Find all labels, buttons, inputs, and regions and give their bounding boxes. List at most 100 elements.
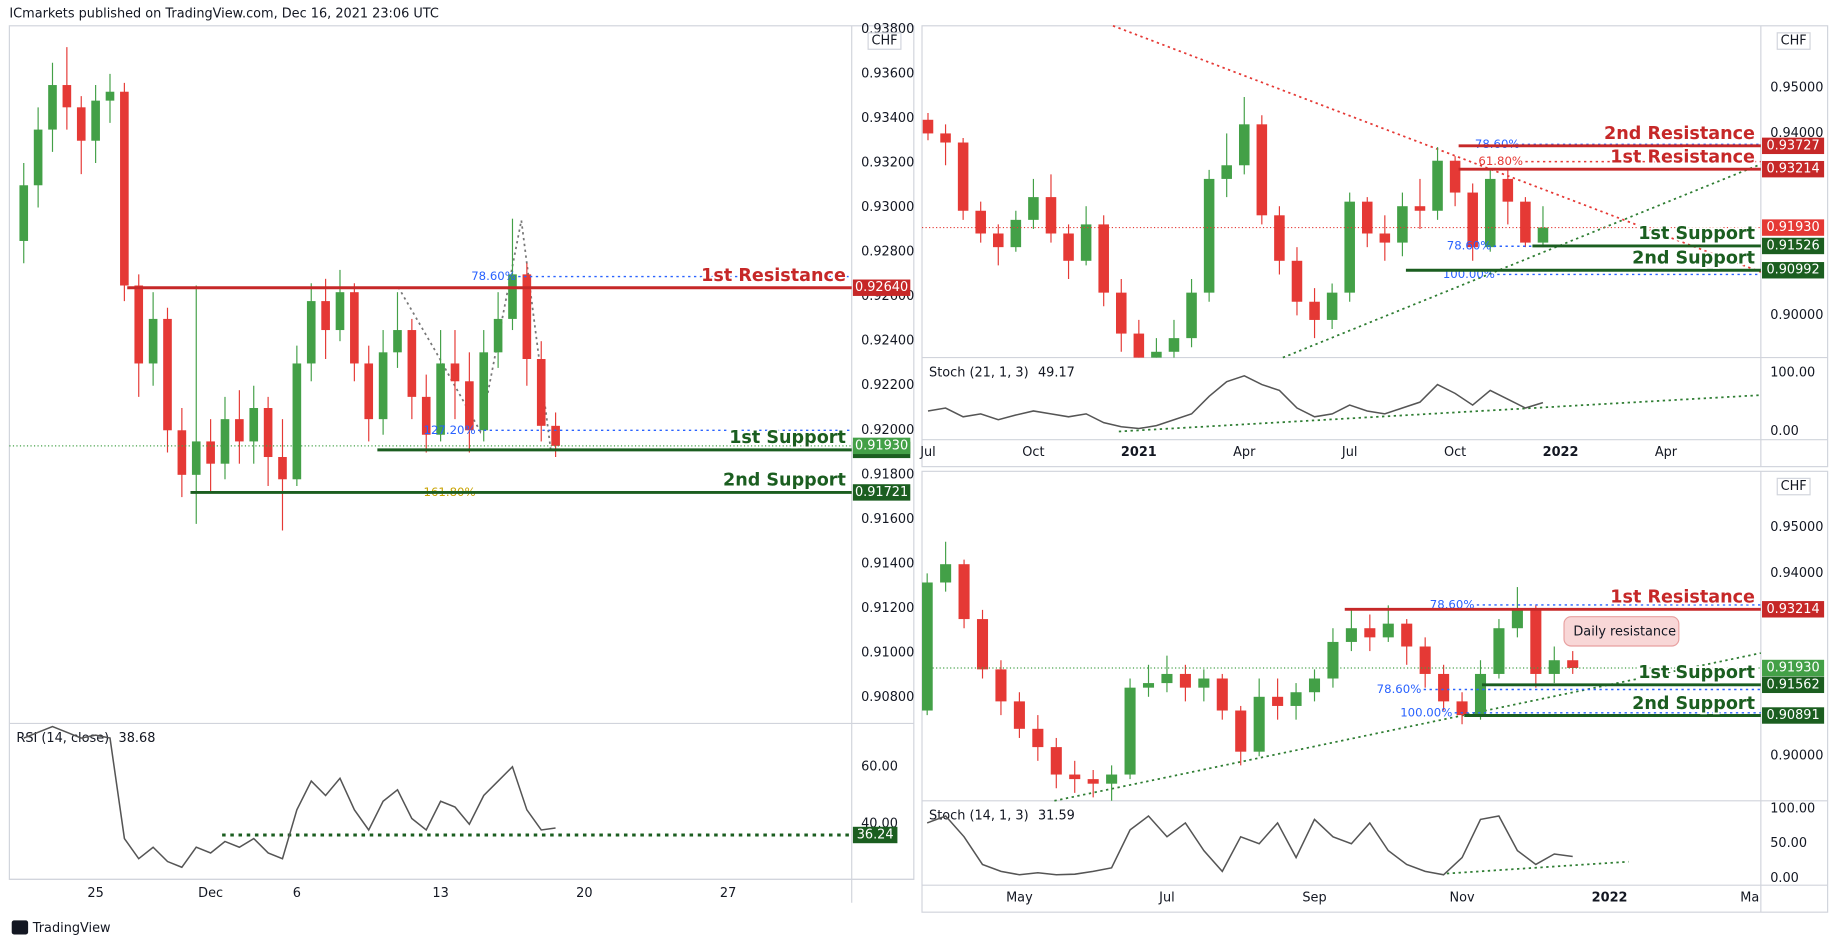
candle-body xyxy=(48,85,57,130)
price-tag xyxy=(1762,601,1825,618)
price-tag xyxy=(1762,707,1825,724)
candle-body xyxy=(1216,678,1228,711)
time-tick-label: Jul xyxy=(919,445,936,460)
price-tag-label: 0.90891 xyxy=(1766,708,1819,723)
level-name: 2nd Resistance xyxy=(1604,124,1755,144)
candle-body xyxy=(922,119,934,134)
candle-body xyxy=(940,133,951,143)
indicator-tick-label: 50.00 xyxy=(1770,836,1807,851)
candle-body xyxy=(1291,260,1303,302)
candle-body xyxy=(235,419,244,442)
candle-body xyxy=(1438,673,1450,702)
price-tag-label: 0.92640 xyxy=(855,280,908,295)
trend-line xyxy=(1282,163,1762,359)
candle-body xyxy=(436,363,445,435)
fib-label: 61.80% xyxy=(1478,154,1523,168)
candle-body xyxy=(177,430,187,475)
level-name: 1st Support xyxy=(1638,224,1755,244)
time-tick-label: Jul xyxy=(1158,891,1175,906)
price-tag-label: 0.93214 xyxy=(1766,162,1819,177)
indicator-title: Stoch (21, 1, 3) xyxy=(929,365,1029,380)
last-price-label: 0.91930 xyxy=(855,438,908,453)
candle-body xyxy=(508,274,517,319)
candle-body xyxy=(19,185,29,241)
level-name: 2nd Support xyxy=(1632,694,1755,714)
time-tick-label: Oct xyxy=(1022,445,1044,460)
price-tick-label: 0.94000 xyxy=(1770,126,1823,141)
candle-body xyxy=(1449,160,1461,193)
candle-body xyxy=(1361,201,1373,234)
indicator-tick-label: 0.00 xyxy=(1770,871,1799,886)
last-price-tag xyxy=(1762,219,1825,236)
candle-body xyxy=(306,301,316,364)
time-tick-label: 2022 xyxy=(1592,891,1628,906)
price-tag-label: 0.91721 xyxy=(855,485,908,500)
candle-body xyxy=(1382,623,1394,638)
price-tick-label: 0.92200 xyxy=(861,378,914,393)
time-tick-label: 2021 xyxy=(1121,445,1157,460)
price-tag xyxy=(1762,262,1825,279)
candle-body xyxy=(1080,224,1092,261)
candle-body xyxy=(1530,609,1542,674)
candle-body xyxy=(450,363,460,382)
indicator-line xyxy=(926,814,1573,876)
candle-body xyxy=(335,292,345,331)
candle-body xyxy=(958,564,970,620)
level-name: 1st Support xyxy=(1638,663,1755,683)
trend-line xyxy=(1112,24,1762,273)
time-tick-label: Dec xyxy=(198,886,223,901)
candle-body xyxy=(1238,124,1250,166)
candle-body xyxy=(105,91,115,101)
time-tick-label: 2022 xyxy=(1543,445,1579,460)
candle-body xyxy=(1221,165,1232,179)
candle-body xyxy=(536,359,546,426)
price-tag-label: 0.93214 xyxy=(1766,602,1819,617)
time-tick-label: Oct xyxy=(1444,445,1466,460)
indicator-line xyxy=(23,725,556,869)
time-tick-label: Ma xyxy=(1740,891,1759,906)
candle-body xyxy=(1344,201,1355,293)
candle-body xyxy=(350,292,359,364)
candle-body xyxy=(1397,206,1408,243)
candle-body xyxy=(1235,710,1247,752)
time-tick-label: Apr xyxy=(1655,445,1678,460)
candle-body xyxy=(1401,623,1413,647)
candle-body xyxy=(1069,774,1081,780)
candle-body xyxy=(407,330,417,397)
currency-box xyxy=(1776,32,1811,50)
fib-label: 78.60% xyxy=(1377,682,1422,696)
candle-body xyxy=(1511,609,1523,629)
indicator-tick-label: 60.00 xyxy=(861,759,898,774)
candle-body xyxy=(120,91,129,286)
candle-body xyxy=(995,669,1007,702)
time-tick-label: Sep xyxy=(1302,891,1326,906)
footer-brand: TradingView xyxy=(32,921,111,936)
price-tick-label: 0.93200 xyxy=(861,155,914,170)
price-tick-label: 0.92800 xyxy=(861,245,914,260)
indicator-tick-label: 100.00 xyxy=(1770,365,1815,380)
candle-body xyxy=(206,441,215,464)
price-tick-label: 0.91000 xyxy=(861,646,914,661)
candle-body xyxy=(1028,197,1039,220)
candle-body xyxy=(33,129,43,186)
candle-body xyxy=(975,210,986,234)
level-name: 1st Support xyxy=(729,428,846,448)
candle-body xyxy=(278,457,287,480)
price-tag xyxy=(1762,676,1825,694)
time-tick-label: Jul xyxy=(1341,445,1358,460)
currency-label: CHF xyxy=(1781,34,1807,49)
candle-body xyxy=(1013,701,1025,729)
fib-label: 100.00% xyxy=(1400,705,1452,719)
candle-body xyxy=(493,318,503,353)
indicator-tick-label: 0.00 xyxy=(1770,424,1799,439)
price-tick-label: 0.91800 xyxy=(861,467,914,482)
indicator-line xyxy=(927,374,1544,430)
price-tick-label: 0.93400 xyxy=(861,111,914,126)
candle-body xyxy=(1256,124,1268,216)
candle-body xyxy=(551,425,560,446)
currency-label: CHF xyxy=(871,34,897,49)
level-name: 1st Resistance xyxy=(1610,588,1755,608)
publish-header: ICmarkets published on TradingView.com, … xyxy=(9,7,438,22)
price-tag xyxy=(852,279,911,296)
annotation-text: Daily resistance xyxy=(1573,624,1676,639)
